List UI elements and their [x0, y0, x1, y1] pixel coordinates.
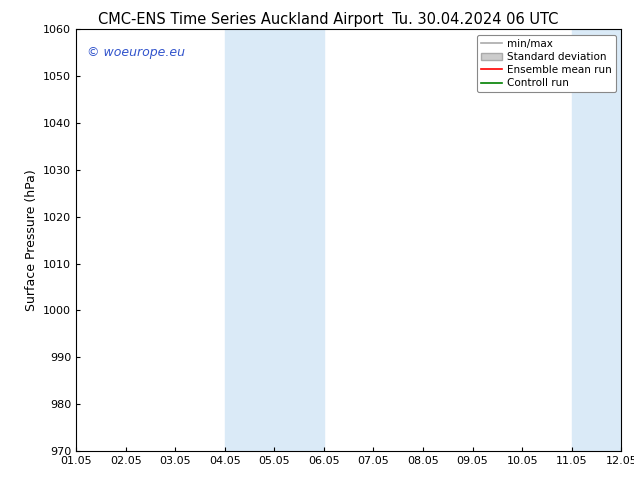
Text: Tu. 30.04.2024 06 UTC: Tu. 30.04.2024 06 UTC: [392, 12, 559, 27]
Bar: [275, 29, 324, 451]
Y-axis label: Surface Pressure (hPa): Surface Pressure (hPa): [25, 169, 37, 311]
Bar: [225, 29, 275, 451]
Text: © woeurope.eu: © woeurope.eu: [87, 46, 185, 59]
Legend: min/max, Standard deviation, Ensemble mean run, Controll run: min/max, Standard deviation, Ensemble me…: [477, 35, 616, 92]
Text: CMC-ENS Time Series Auckland Airport: CMC-ENS Time Series Auckland Airport: [98, 12, 384, 27]
Bar: [572, 29, 621, 451]
